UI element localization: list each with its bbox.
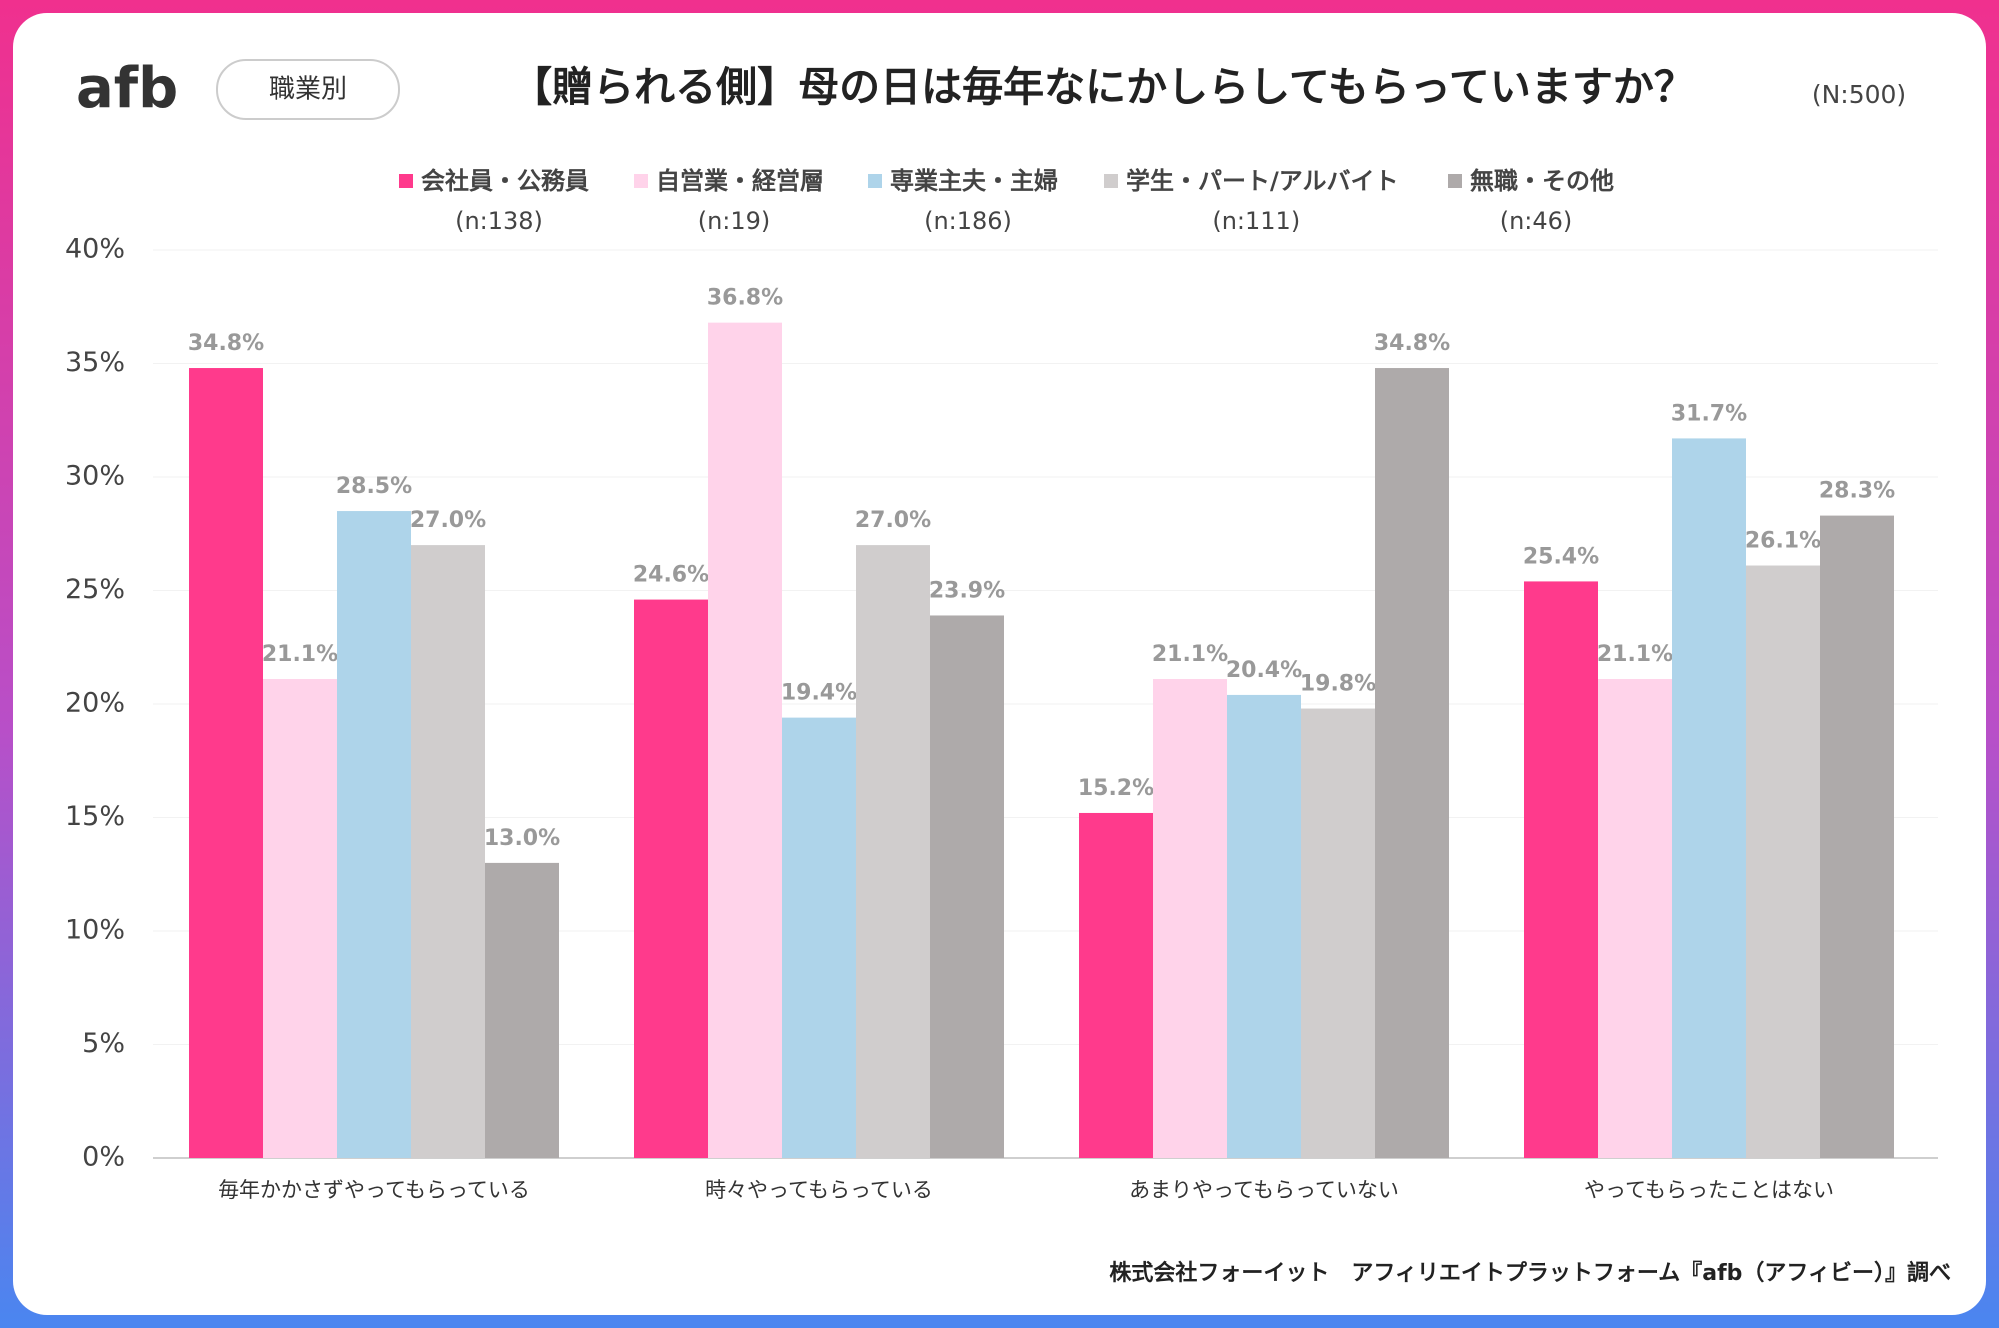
x-tick-label: やってもらったことはない — [1584, 1178, 1834, 1202]
legend-swatch — [634, 174, 648, 188]
value-label: 21.1% — [1152, 642, 1228, 667]
bar — [1153, 679, 1227, 1158]
legend-label: 専業主夫・主婦 — [890, 167, 1058, 195]
value-label: 25.4% — [1523, 544, 1599, 569]
value-label: 19.4% — [781, 681, 857, 706]
bar — [1820, 515, 1894, 1158]
value-label: 21.1% — [262, 642, 338, 667]
y-tick-label: 15% — [65, 801, 125, 832]
bar — [411, 545, 485, 1158]
legend-label: 無職・その他 — [1470, 167, 1614, 195]
value-label: 19.8% — [1300, 672, 1376, 697]
legend-n: (n:111) — [1212, 207, 1300, 235]
legend-label: 自営業・経営層 — [656, 167, 824, 195]
bar — [1375, 368, 1449, 1158]
value-label: 28.3% — [1819, 479, 1895, 504]
bar — [1746, 565, 1820, 1158]
bar — [1227, 694, 1301, 1158]
bar — [485, 862, 559, 1158]
legend-n: (n:186) — [924, 207, 1012, 235]
value-label: 21.1% — [1597, 642, 1673, 667]
value-label: 28.5% — [336, 474, 412, 499]
y-tick-label: 35% — [65, 347, 125, 378]
logo: afb — [76, 56, 178, 121]
legend-n: (n:46) — [1500, 207, 1573, 235]
legend-label: 学生・パート/アルバイト — [1126, 167, 1399, 195]
value-label: 27.0% — [855, 508, 931, 533]
legend-swatch — [1448, 174, 1462, 188]
chart-title: 【贈られる側】母の日は毎年なにかしらしてもらっていますか？ — [511, 63, 1695, 111]
y-tick-label: 20% — [65, 688, 125, 719]
bar — [1079, 812, 1153, 1158]
legend-swatch — [868, 174, 882, 188]
bar — [930, 615, 1004, 1158]
legend-n: (n:19) — [698, 207, 771, 235]
bar — [263, 679, 337, 1158]
value-label: 34.8% — [1374, 331, 1450, 356]
sample-size: (N:500) — [1812, 80, 1906, 109]
bar — [1598, 679, 1672, 1158]
value-label: 31.7% — [1671, 401, 1747, 426]
bar — [1672, 438, 1746, 1158]
x-tick-label: あまりやってもらっていない — [1129, 1178, 1399, 1202]
y-tick-label: 25% — [65, 574, 125, 605]
bar — [782, 717, 856, 1158]
bar — [634, 599, 708, 1158]
x-tick-label: 毎年かかさずやってもらっている — [218, 1178, 530, 1202]
legend-n: (n:138) — [455, 207, 543, 235]
bar — [189, 368, 263, 1158]
value-label: 34.8% — [188, 331, 264, 356]
source: 株式会社フォーイット アフィリエイトプラットフォーム『afb（アフィビー）』調べ — [1109, 1260, 1951, 1286]
bar — [1524, 581, 1598, 1158]
badge-box — [216, 59, 400, 120]
legend-swatch — [399, 174, 413, 188]
bar — [708, 322, 782, 1158]
x-tick-label: 時々やってもらっている — [705, 1178, 933, 1202]
y-tick-label: 30% — [65, 461, 125, 492]
legend-swatch — [1104, 174, 1118, 188]
bar — [1301, 708, 1375, 1158]
y-tick-label: 10% — [65, 915, 125, 946]
value-label: 23.9% — [929, 578, 1005, 603]
value-label: 24.6% — [633, 563, 709, 588]
badge: 職業別 — [269, 75, 347, 105]
bar — [856, 545, 930, 1158]
y-tick-label: 5% — [82, 1028, 125, 1059]
value-label: 27.0% — [410, 508, 486, 533]
y-tick-label: 40% — [65, 234, 125, 265]
legend-label: 会社員・公務員 — [421, 167, 589, 195]
y-tick-label: 0% — [82, 1142, 125, 1173]
value-label: 13.0% — [484, 826, 560, 851]
value-label: 36.8% — [707, 286, 783, 311]
value-label: 26.1% — [1745, 529, 1821, 554]
value-label: 15.2% — [1078, 776, 1154, 801]
value-label: 20.4% — [1226, 658, 1302, 683]
bar — [337, 511, 411, 1158]
